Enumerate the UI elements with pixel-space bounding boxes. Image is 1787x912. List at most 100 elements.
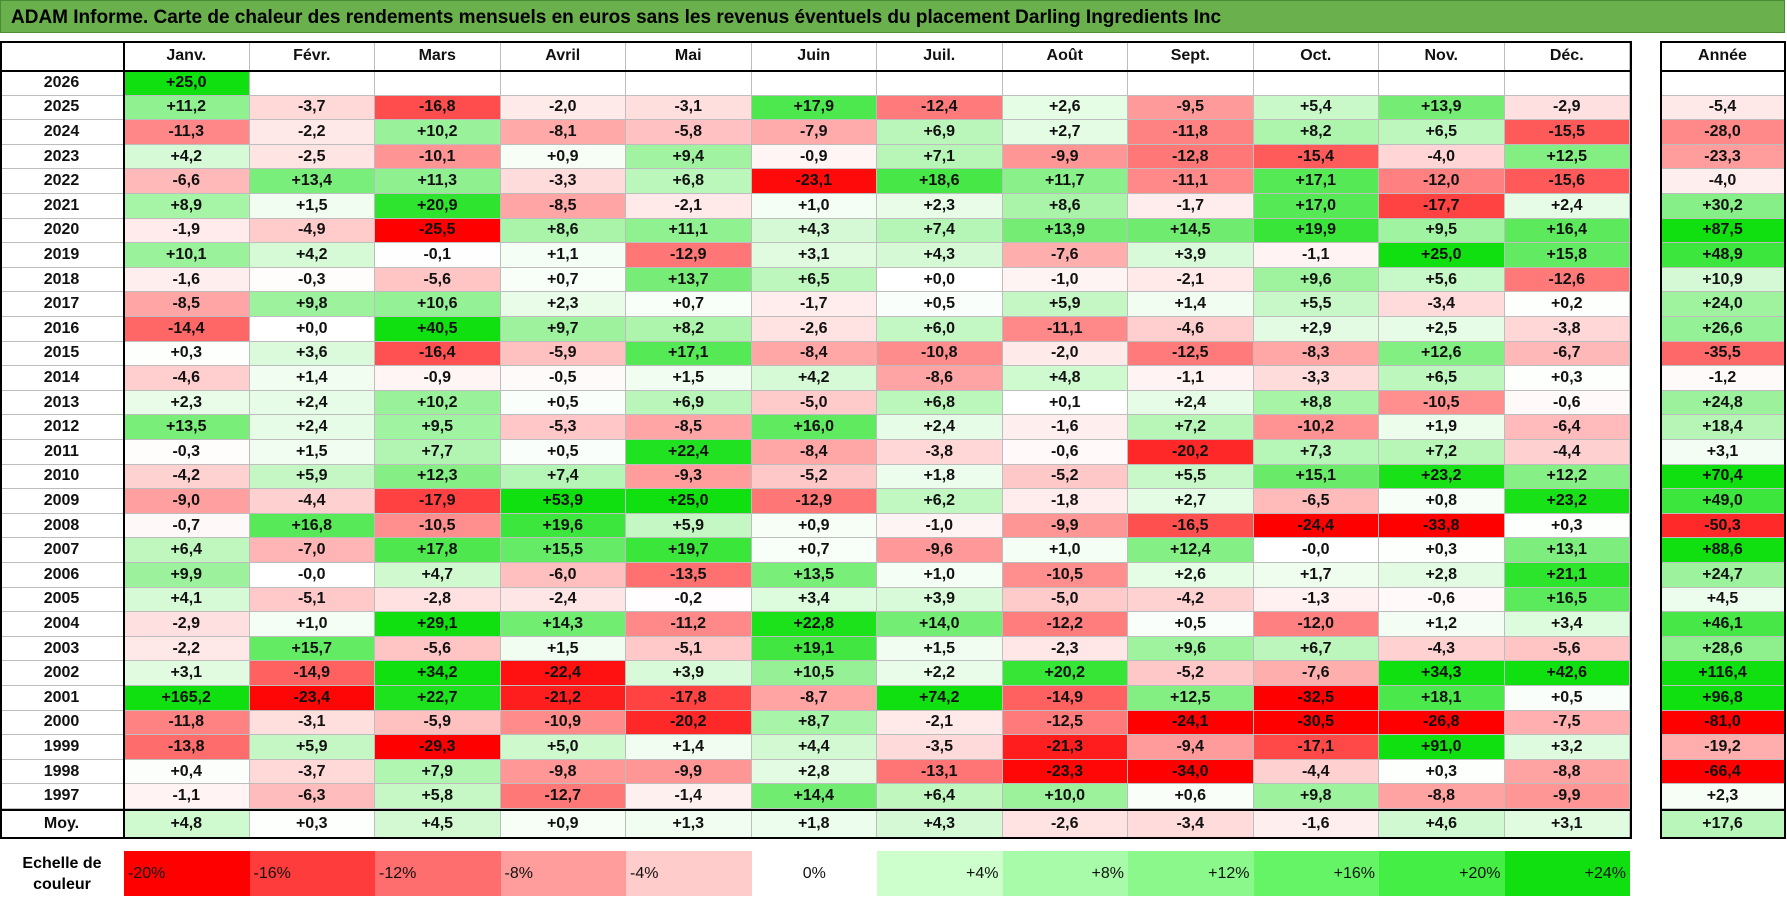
heatmap-cell: +1,5 <box>500 636 626 662</box>
heatmap-cell: -1,3 <box>1253 587 1379 613</box>
annual-cell: +4,5 <box>1660 587 1786 613</box>
heatmap-cell: +1,5 <box>626 366 752 391</box>
month-header-7: Juil. <box>877 41 1003 71</box>
heatmap-cell: +1,5 <box>249 194 375 219</box>
heatmap-cell: -22,4 <box>500 661 626 686</box>
heatmap-cell: -6,4 <box>1504 415 1630 440</box>
heatmap-cell: +14,4 <box>751 784 877 809</box>
heatmap-cell: -5,6 <box>375 267 501 293</box>
year-label: 2025 <box>0 95 124 121</box>
heatmap-cell: +8,6 <box>1002 194 1128 219</box>
year-label: 2023 <box>0 144 124 170</box>
heatmap-cell: +9,9 <box>124 563 250 588</box>
heatmap-cell: -16,4 <box>375 341 501 367</box>
annual-cell: -81,0 <box>1660 710 1786 736</box>
heatmap-cell: -25,5 <box>375 218 501 244</box>
color-scale-stop: +8% <box>1002 851 1128 896</box>
heatmap-cell: -20,2 <box>1128 440 1254 465</box>
heatmap-cell: -12,5 <box>1128 341 1254 367</box>
year-label: 2002 <box>0 661 124 686</box>
heatmap-cell: +3,9 <box>1128 243 1254 268</box>
heatmap-cell: -9,9 <box>1002 513 1128 539</box>
heatmap-cell: +2,8 <box>751 759 877 785</box>
heatmap-cell <box>751 71 877 96</box>
heatmap-cell: -0,2 <box>626 587 752 613</box>
heatmap-cell: +6,8 <box>626 169 752 194</box>
heatmap-cell: -2,0 <box>1002 341 1128 367</box>
heatmap-cell: +17,1 <box>626 341 752 367</box>
heatmap-cell: -3,8 <box>877 440 1003 465</box>
heatmap-cell: -6,6 <box>124 169 250 194</box>
heatmap-cell: +12,5 <box>1128 686 1254 711</box>
month-header-6: Juin <box>751 41 877 71</box>
year-label: 1999 <box>0 735 124 760</box>
heatmap-cell: +11,7 <box>1002 169 1128 194</box>
heatmap-cell: +3,2 <box>1504 735 1630 760</box>
heatmap-cell: -9,5 <box>1128 95 1254 121</box>
year-label: 2011 <box>0 440 124 465</box>
heatmap-cell <box>249 71 375 96</box>
annual-cell: +30,2 <box>1660 194 1786 219</box>
heatmap-cell: -0,5 <box>500 366 626 391</box>
color-scale-stop: -16% <box>249 851 375 896</box>
year-label: 2000 <box>0 710 124 736</box>
heatmap-cell: +40,5 <box>375 317 501 342</box>
heatmap-cell: +5,9 <box>1002 292 1128 317</box>
heatmap-cell: +7,1 <box>877 144 1003 170</box>
heatmap-cell: +1,7 <box>1253 563 1379 588</box>
heatmap-cell: -2,9 <box>1504 95 1630 121</box>
header-divider <box>0 70 1632 72</box>
heatmap-cell: +2,4 <box>249 390 375 416</box>
heatmap-cell: -10,2 <box>1253 415 1379 440</box>
average-cell: +4,3 <box>877 811 1003 838</box>
heatmap-cell: -0,3 <box>124 440 250 465</box>
annual-average-divider <box>1660 809 1786 811</box>
annual-cell: +26,6 <box>1660 317 1786 342</box>
year-label: 2018 <box>0 267 124 293</box>
month-header-4: Avril <box>500 41 626 71</box>
average-cell: +0,9 <box>500 811 626 838</box>
annual-cell: +10,9 <box>1660 267 1786 293</box>
heatmap-cell: +7,2 <box>1379 440 1505 465</box>
heatmap-cell: -11,8 <box>1128 120 1254 145</box>
heatmap-cell: -5,2 <box>751 464 877 490</box>
heatmap-cell: +10,5 <box>751 661 877 686</box>
heatmap-cell: +11,3 <box>375 169 501 194</box>
heatmap-cell: +3,9 <box>877 587 1003 613</box>
year-label: 2016 <box>0 317 124 342</box>
heatmap-cell: +10,0 <box>1002 784 1128 809</box>
heatmap-cell: -3,5 <box>877 735 1003 760</box>
heatmap-cell: -2,2 <box>124 636 250 662</box>
heatmap-cell <box>626 71 752 96</box>
heatmap-cell: +0,3 <box>1379 538 1505 563</box>
heatmap-cell: -0,9 <box>375 366 501 391</box>
heatmap-cell: +0,9 <box>500 144 626 170</box>
heatmap-cell: +74,2 <box>877 686 1003 711</box>
annual-cell: +2,3 <box>1660 784 1786 809</box>
heatmap-cell: +0,3 <box>1379 759 1505 785</box>
heatmap-cell: +10,2 <box>375 390 501 416</box>
heatmap-cell: +1,0 <box>751 194 877 219</box>
annual-header-divider <box>1660 70 1786 72</box>
heatmap-cell: +5,4 <box>1253 95 1379 121</box>
heatmap-cell: +7,3 <box>1253 440 1379 465</box>
average-cell: -2,6 <box>1002 811 1128 838</box>
heatmap-cell: -23,1 <box>751 169 877 194</box>
heatmap-cell: -10,8 <box>877 341 1003 367</box>
heatmap-cell: +2,9 <box>1253 317 1379 342</box>
heatmap-cell: +12,5 <box>1504 144 1630 170</box>
year-label: 2007 <box>0 538 124 563</box>
average-cell: -3,4 <box>1128 811 1254 838</box>
heatmap-cell: -14,4 <box>124 317 250 342</box>
annual-cell: -19,2 <box>1660 735 1786 760</box>
heatmap-cell: -2,2 <box>249 120 375 145</box>
heatmap-cell: +1,4 <box>249 366 375 391</box>
heatmap-cell: +12,2 <box>1504 464 1630 490</box>
heatmap-cell: +1,2 <box>1379 612 1505 637</box>
heatmap-cell: +13,9 <box>1379 95 1505 121</box>
heatmap-cell: +4,8 <box>1002 366 1128 391</box>
heatmap-cell: +12,6 <box>1379 341 1505 367</box>
heatmap-cell: +12,4 <box>1128 538 1254 563</box>
heatmap-cell: +91,0 <box>1379 735 1505 760</box>
heatmap-cell: -12,4 <box>877 95 1003 121</box>
